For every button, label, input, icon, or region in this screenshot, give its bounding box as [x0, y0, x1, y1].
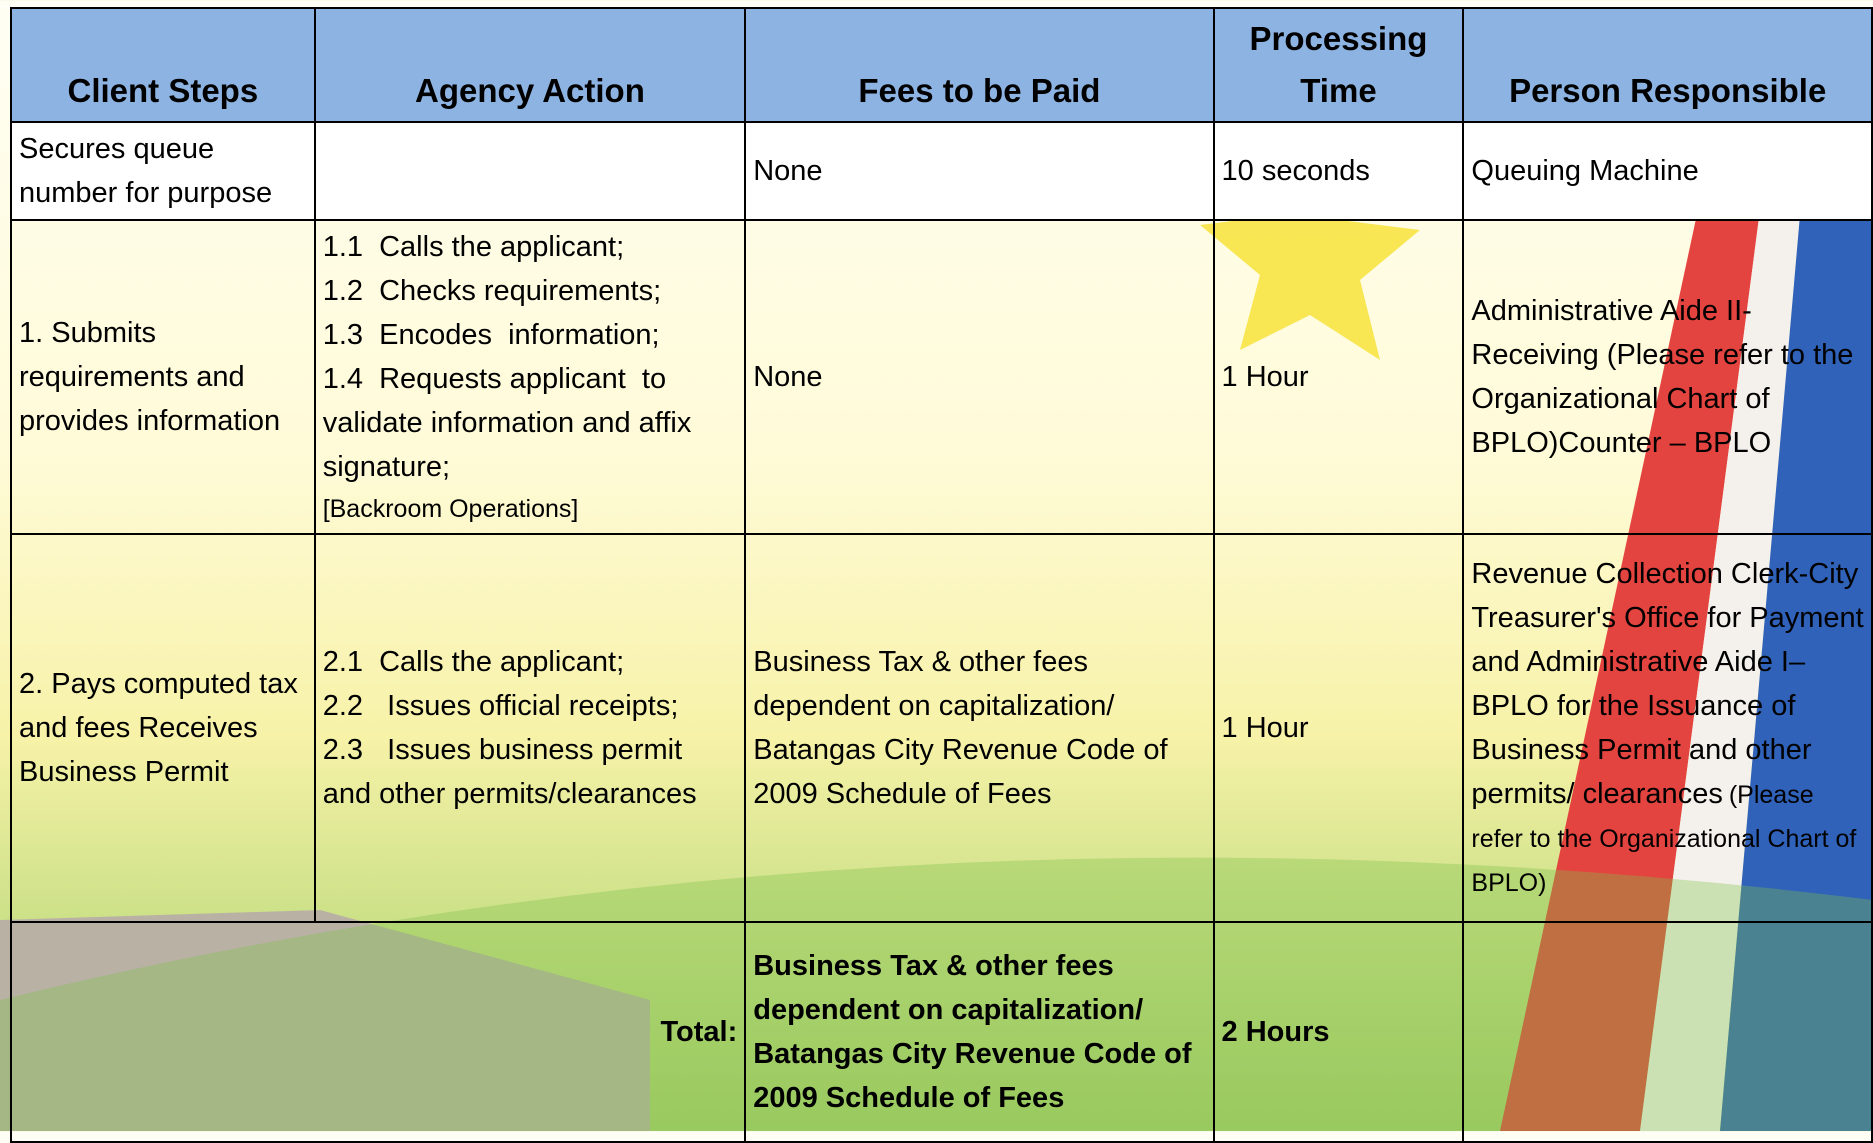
- fees: Business Tax & other fees dependent on c…: [744, 533, 1215, 923]
- person-responsible: Queuing Machine: [1462, 121, 1873, 221]
- action-item: 1.3 Encodes information;: [322, 319, 660, 351]
- total-label: Total:: [9, 921, 747, 1143]
- header-cell: Fees to be Paid: [744, 7, 1215, 123]
- table-row: Secures queue number for purpose None 10 s…: [10, 121, 1873, 221]
- table-row: 1. Submits requirements and provides inf…: [10, 219, 1873, 535]
- person-text: Queuing Machine: [1471, 155, 1699, 187]
- client-step: Secures queue number for purpose: [10, 121, 316, 221]
- action-item: 1.1 Calls the applicant;: [322, 231, 625, 263]
- processing-time: 1 Hour: [1212, 219, 1465, 535]
- header-cell: Client Steps: [10, 7, 316, 123]
- person-note: (Please refer to the Organizational Char…: [1471, 781, 1864, 897]
- total-time: 2 Hours: [1212, 921, 1465, 1143]
- action-item: 1.2 Checks requirements;: [322, 275, 662, 307]
- agency-action: 1.1 Calls the applicant; 1.2 Checks requi…: [313, 219, 747, 535]
- person-responsible: Administrative Aide II-Receiving (Please…: [1462, 219, 1873, 535]
- process-table: Client Steps Agency Action Fees to be Paid…: [9, 7, 1873, 1143]
- agency-action: 2.1 Calls the applicant; 2.2 Issues offic…: [313, 533, 747, 923]
- total-fees: Business Tax & other fees dependent on c…: [744, 921, 1215, 1143]
- fees: None: [744, 219, 1215, 535]
- header-cell: Processing Time: [1212, 7, 1465, 123]
- action-item: 2.2 Issues official receipts;: [322, 690, 679, 722]
- fees: None: [744, 121, 1215, 221]
- header-cell: Person Responsible: [1462, 7, 1873, 123]
- header-row: Client Steps Agency Action Fees to be Paid…: [10, 7, 1873, 123]
- total-row: Total: Business Tax & other fees dependen…: [9, 921, 1873, 1143]
- action-item: 2.3 Issues business permit and other per…: [322, 734, 697, 810]
- person-text: Revenue Collection Clerk-City Treasurer'…: [1471, 558, 1872, 810]
- person-responsible: Revenue Collection Clerk-City Treasurer'…: [1462, 533, 1873, 923]
- action-item: 1.4 Requests applicant to validate infor…: [322, 363, 700, 483]
- client-step: 2. Pays computed tax and fees Receives B…: [10, 533, 316, 923]
- total-person: [1462, 921, 1873, 1143]
- client-step: 1. Submits requirements and provides inf…: [10, 219, 316, 535]
- table-row: 2. Pays computed tax and fees Receives B…: [10, 533, 1873, 923]
- action-item: 2.1 Calls the applicant;: [322, 646, 625, 678]
- agency-action: [313, 121, 747, 221]
- header-cell: Agency Action: [313, 7, 747, 123]
- person-text: Administrative Aide II-Receiving (Please…: [1471, 295, 1862, 459]
- processing-time: 10 seconds: [1212, 121, 1465, 221]
- processing-time: 1 Hour: [1212, 533, 1465, 923]
- action-note: [Backroom Operations]: [322, 495, 579, 523]
